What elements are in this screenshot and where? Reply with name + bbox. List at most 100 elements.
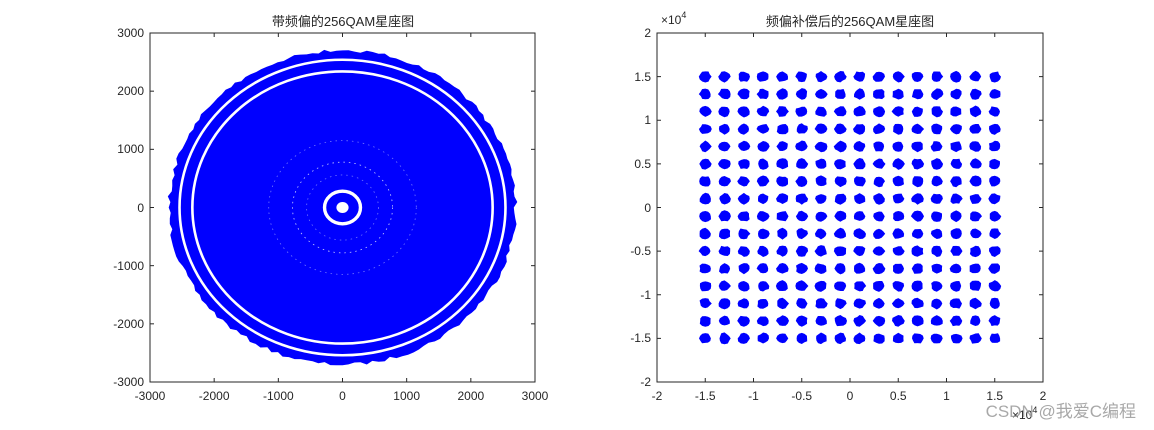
constellation-cluster — [834, 210, 847, 222]
constellation-cluster — [853, 228, 866, 239]
constellation-cluster — [699, 158, 712, 170]
constellation-cluster — [776, 106, 789, 117]
left-x-tick-label: -1000 — [262, 389, 294, 403]
constellation-cluster — [893, 123, 904, 135]
constellation-cluster — [718, 280, 731, 291]
constellation-cluster — [892, 281, 905, 292]
left-y-tick-label: 1000 — [117, 142, 144, 157]
constellation-cluster — [815, 316, 827, 326]
constellation-cluster — [756, 105, 770, 117]
constellation-cluster — [969, 105, 982, 118]
left-x-tick-label: 3000 — [521, 389, 549, 403]
constellation-cluster — [989, 89, 1001, 99]
constellation-cluster — [698, 245, 711, 257]
right-x-tick-label: 1.5 — [986, 389, 1004, 403]
right-x-tick-label: -0.5 — [791, 389, 813, 403]
constellation-cluster — [814, 280, 827, 292]
constellation-cluster — [796, 298, 808, 309]
constellation-cluster — [970, 315, 981, 326]
constellation-cluster — [911, 89, 924, 100]
constellation-cluster — [892, 141, 904, 152]
constellation-cluster — [795, 176, 808, 187]
right-y-tick-label: -2 — [640, 375, 651, 389]
constellation-cluster — [949, 124, 962, 135]
constellation-cluster — [795, 245, 809, 257]
constellation-cluster — [970, 228, 982, 239]
constellation-cluster — [853, 124, 866, 135]
constellation-cluster — [756, 88, 769, 100]
constellation-cluster — [737, 332, 750, 344]
constellation-cluster — [775, 280, 788, 291]
constellation-cluster — [717, 88, 731, 100]
right-y-tick-label: 0.5 — [634, 156, 651, 171]
constellation-cluster — [834, 263, 846, 275]
constellation-cluster — [776, 71, 788, 82]
constellation-cluster — [834, 159, 846, 170]
left-x-tick-label: 0 — [339, 389, 346, 403]
constellation-cluster — [892, 175, 904, 187]
constellation-cluster — [872, 315, 886, 327]
constellation-cluster — [931, 123, 943, 135]
constellation-cluster — [795, 106, 808, 117]
constellation-cluster — [931, 175, 943, 187]
right-y-tick-label: 1 — [644, 113, 651, 128]
constellation-cluster — [969, 158, 982, 169]
constellation-cluster — [718, 141, 731, 152]
constellation-cluster — [853, 105, 866, 117]
constellation-cluster — [833, 246, 847, 257]
constellation-cluster — [969, 245, 981, 258]
constellation-cluster — [776, 88, 788, 100]
constellation-cluster — [698, 124, 712, 134]
constellation-cluster — [988, 315, 1001, 326]
constellation-cluster — [756, 124, 770, 134]
constellation-cluster — [814, 123, 828, 134]
right-y-tick-label: -1 — [640, 287, 651, 302]
y-exponent-base: ×10 — [661, 13, 682, 27]
constellation-cluster — [737, 106, 750, 118]
constellation-cluster — [719, 332, 731, 345]
right-x-tick-label: 0.5 — [889, 389, 907, 403]
constellation-cluster — [949, 315, 963, 327]
constellation-cluster — [989, 333, 1001, 343]
constellation-cluster — [873, 106, 886, 118]
constellation-cluster — [738, 159, 750, 169]
constellation-cluster — [950, 193, 963, 204]
constellation-cluster — [970, 211, 982, 222]
constellation-cluster — [776, 141, 788, 151]
left-y-tick-label: 2000 — [117, 84, 144, 99]
constellation-cluster — [815, 175, 827, 187]
constellation-cluster — [893, 263, 904, 274]
constellation-cluster — [911, 263, 923, 274]
constellation-cluster — [892, 158, 905, 170]
constellation-cluster — [737, 315, 750, 327]
constellation-cluster — [853, 246, 866, 257]
constellation-cluster — [834, 332, 846, 345]
constellation-cluster — [872, 246, 886, 256]
left-y-tick-label: 0 — [137, 200, 144, 215]
constellation-cluster — [989, 158, 1000, 170]
constellation-cluster — [988, 193, 1001, 205]
constellation-cluster — [815, 88, 828, 99]
constellation-cluster — [699, 192, 711, 205]
left-x-tick-label: 1000 — [393, 389, 421, 403]
right-axes-box — [656, 32, 1044, 383]
constellation-cluster — [988, 263, 1000, 274]
constellation-cluster — [911, 123, 925, 134]
constellation-cluster — [776, 211, 789, 222]
constellation-cluster — [911, 315, 924, 327]
constellation-cluster — [699, 333, 711, 344]
right-y-tick-label: 0 — [644, 200, 651, 215]
constellation-cluster — [989, 175, 1001, 187]
constellation-cluster — [854, 281, 867, 292]
constellation-cluster — [891, 106, 904, 117]
constellation-cluster — [989, 246, 1001, 257]
constellation-cluster — [892, 246, 905, 256]
constellation-cluster — [718, 315, 730, 326]
constellation-cluster — [989, 71, 1001, 83]
constellation-cluster — [718, 176, 731, 187]
constellation-cluster — [891, 298, 905, 309]
constellation-cluster — [718, 245, 731, 256]
right-x-tick-label: -1.5 — [694, 389, 716, 403]
right-x-tick-label: -1 — [748, 389, 759, 403]
